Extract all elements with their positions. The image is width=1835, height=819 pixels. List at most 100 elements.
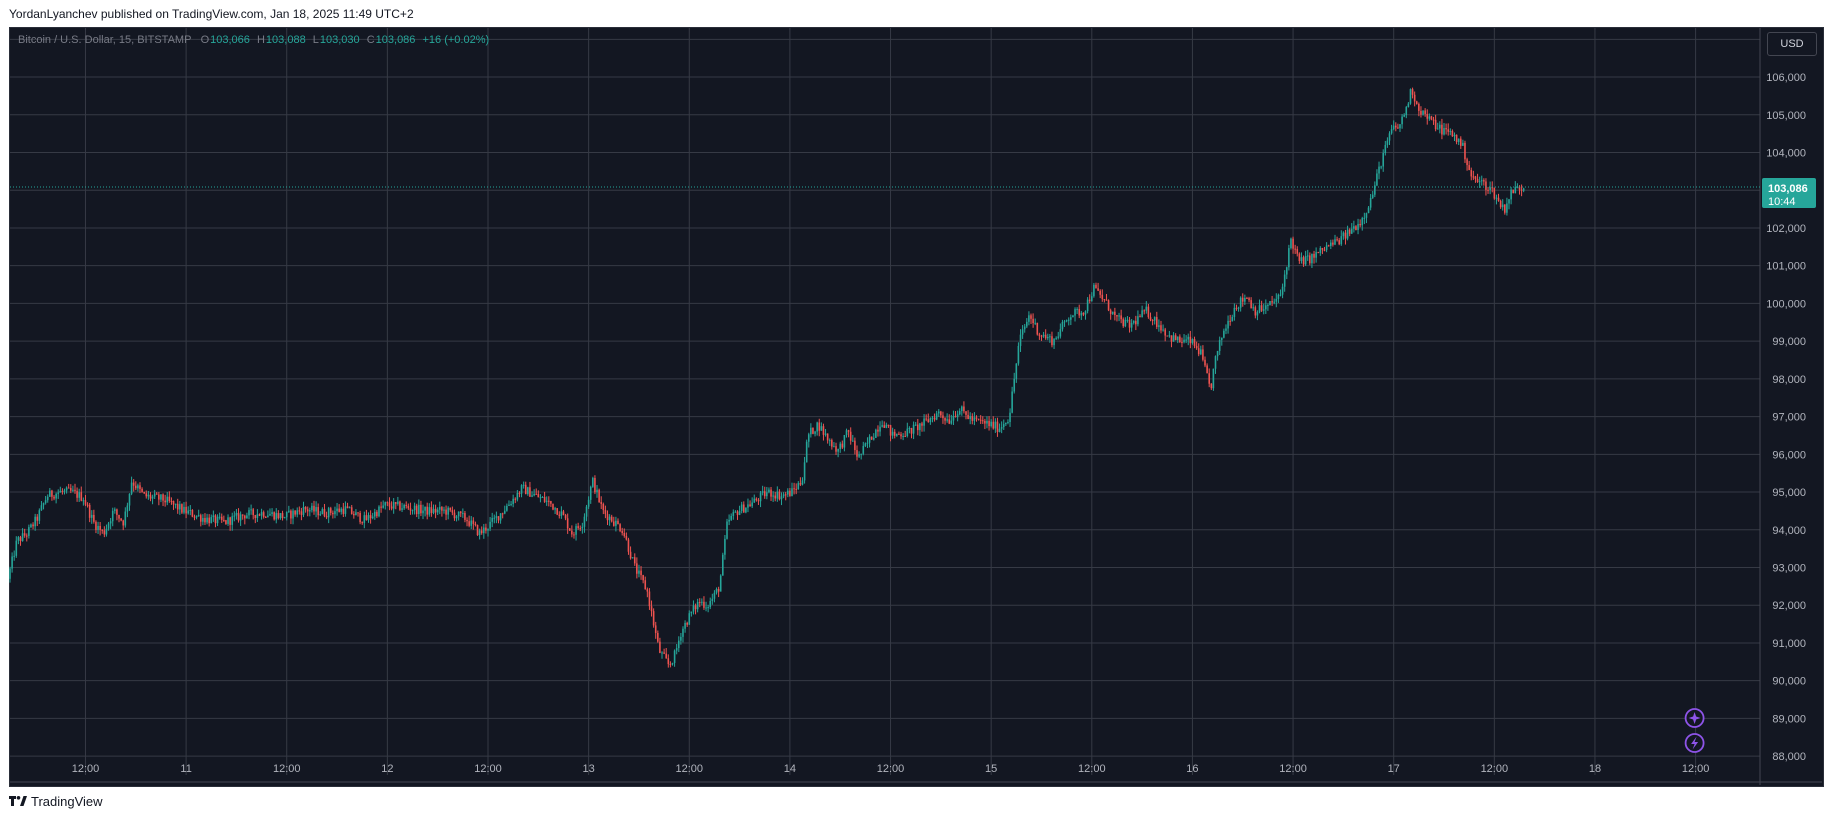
candle-body bbox=[451, 510, 454, 513]
candle-body bbox=[1499, 200, 1502, 208]
candle-body bbox=[1164, 329, 1166, 336]
candle-body bbox=[204, 517, 206, 523]
candle-body bbox=[497, 516, 500, 521]
candle-body bbox=[1367, 207, 1370, 214]
footer-brand-text: TradingView bbox=[31, 794, 103, 809]
candle-body bbox=[1101, 294, 1104, 300]
candle-body bbox=[904, 435, 907, 437]
candle-body bbox=[1436, 128, 1439, 130]
candle-body bbox=[615, 520, 617, 526]
candle-body bbox=[629, 551, 632, 559]
candle-body bbox=[1212, 368, 1215, 389]
candle-body bbox=[1279, 294, 1282, 296]
chart-frame[interactable] bbox=[9, 27, 1824, 787]
candle-body bbox=[367, 515, 370, 521]
candle-body bbox=[1491, 187, 1494, 189]
candle-body bbox=[531, 495, 533, 497]
candle-body bbox=[468, 521, 470, 526]
candle-body bbox=[1315, 252, 1317, 258]
legend-low-value: 103,030 bbox=[319, 34, 360, 46]
candle-body bbox=[537, 493, 540, 498]
candle-body bbox=[1392, 125, 1395, 130]
candle-body bbox=[975, 417, 978, 419]
candle-body bbox=[1208, 373, 1211, 384]
candle-body bbox=[696, 602, 699, 610]
candle-body bbox=[350, 507, 353, 515]
candle-body bbox=[9, 568, 11, 579]
candle-body bbox=[1313, 253, 1315, 258]
candle-body bbox=[988, 420, 990, 427]
currency-button[interactable]: USD bbox=[1767, 32, 1817, 56]
candle-body bbox=[1038, 334, 1041, 336]
candle-body bbox=[275, 513, 278, 520]
candle-body bbox=[753, 498, 756, 503]
candle-body bbox=[1306, 255, 1309, 257]
candle-body bbox=[636, 563, 638, 574]
x-tick-label: 17 bbox=[1388, 763, 1400, 775]
candle-body bbox=[1311, 253, 1313, 264]
candle-body bbox=[935, 413, 938, 420]
candle-body bbox=[246, 515, 248, 519]
candle-body bbox=[1124, 319, 1127, 327]
candle-body bbox=[728, 519, 730, 522]
candle-body bbox=[1023, 326, 1026, 330]
candle-body bbox=[1455, 134, 1458, 142]
candle-body bbox=[1179, 336, 1181, 343]
candle-body bbox=[541, 496, 544, 498]
candle-body bbox=[1304, 256, 1307, 265]
candle-body bbox=[1135, 320, 1137, 325]
candle-body bbox=[445, 509, 447, 515]
candle-body bbox=[1193, 338, 1196, 346]
ohlc-legend: Bitcoin / U.S. Dollar, 15, BITSTAMP O103… bbox=[18, 34, 493, 46]
candle-body bbox=[602, 503, 605, 511]
last-price-tag bbox=[1762, 177, 1816, 208]
candle-body bbox=[1403, 114, 1405, 117]
candle-body bbox=[770, 489, 772, 497]
candle-body bbox=[40, 505, 43, 511]
candle-body bbox=[93, 514, 95, 522]
candle-body bbox=[436, 509, 439, 513]
candle-body bbox=[227, 517, 229, 524]
candle-body bbox=[1281, 286, 1284, 295]
candle-body bbox=[600, 502, 603, 504]
candle-body bbox=[535, 493, 538, 495]
candle-body bbox=[625, 536, 628, 540]
x-tick-label: 14 bbox=[784, 763, 796, 775]
candle-body bbox=[774, 495, 777, 499]
candle-body bbox=[879, 426, 881, 432]
candle-body bbox=[1258, 305, 1261, 313]
candle-body bbox=[722, 554, 724, 576]
legend-open-label: O bbox=[200, 34, 210, 46]
candle-body bbox=[57, 492, 60, 494]
candle-body bbox=[803, 462, 806, 481]
candle-body bbox=[443, 509, 445, 511]
candle-body bbox=[438, 507, 441, 510]
candle-body bbox=[631, 557, 634, 559]
candle-body bbox=[36, 516, 39, 521]
candle-body bbox=[868, 436, 871, 443]
candle-body bbox=[967, 414, 969, 420]
candle-body bbox=[1040, 335, 1043, 337]
footer-brand[interactable]: TradingView bbox=[9, 794, 103, 809]
candle-body bbox=[1174, 335, 1177, 341]
candle-body bbox=[824, 433, 827, 435]
candle-body bbox=[1080, 312, 1083, 316]
bar-countdown: 10:44 bbox=[1768, 196, 1796, 208]
sparkle-icon bbox=[1688, 712, 1701, 724]
candle-body bbox=[478, 530, 481, 536]
candle-body bbox=[1428, 116, 1431, 119]
candle-body bbox=[1126, 319, 1129, 321]
candle-body bbox=[732, 512, 735, 516]
candle-body bbox=[1459, 138, 1462, 146]
candle-body bbox=[283, 517, 286, 519]
candle-body bbox=[986, 420, 988, 424]
candle-body bbox=[642, 575, 644, 581]
candle-body bbox=[677, 640, 680, 649]
candle-body bbox=[598, 489, 600, 503]
candle-body bbox=[134, 485, 137, 489]
candle-body bbox=[1399, 124, 1401, 129]
candle-body bbox=[390, 506, 393, 509]
candle-body bbox=[1390, 129, 1393, 134]
candle-body bbox=[1424, 110, 1426, 114]
